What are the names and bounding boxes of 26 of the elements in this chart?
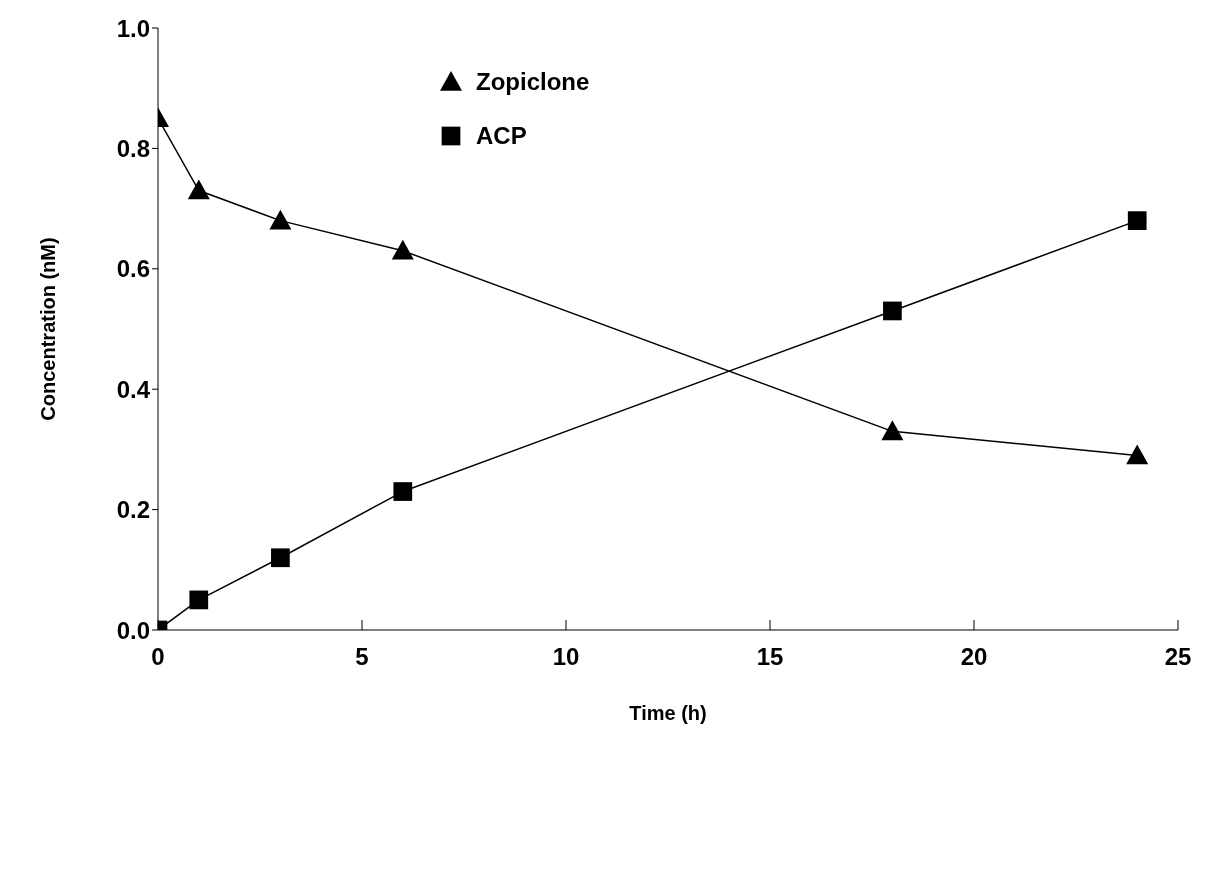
x-tick-label: 10 bbox=[552, 643, 580, 671]
point bbox=[271, 548, 290, 568]
x-axis-title: Time (h) bbox=[629, 702, 707, 724]
y-tick-label: 1.0 bbox=[116, 14, 150, 42]
y-tick-label: 0.2 bbox=[116, 496, 150, 524]
point bbox=[393, 482, 413, 501]
y-tick-label: 0.0 bbox=[116, 616, 150, 644]
y-tick-label: 0.4 bbox=[116, 375, 151, 403]
legend-label: ACP bbox=[476, 122, 527, 150]
point bbox=[883, 301, 902, 321]
point bbox=[391, 239, 414, 260]
y-axis-title: Concentration (nM) bbox=[37, 237, 60, 421]
legend-label: Zopiclone bbox=[476, 68, 590, 96]
point bbox=[1127, 211, 1147, 230]
x-tick-label: 15 bbox=[756, 643, 784, 671]
x-tick-label: 20 bbox=[960, 643, 988, 671]
y-tick-label: 0.8 bbox=[116, 134, 150, 162]
x-tick-label: 25 bbox=[1164, 643, 1192, 671]
point bbox=[189, 590, 209, 610]
x-tick-label: 0 bbox=[151, 643, 165, 671]
point bbox=[187, 179, 210, 200]
point bbox=[1126, 444, 1149, 465]
point bbox=[269, 209, 292, 230]
point bbox=[881, 420, 904, 441]
y-tick-label: 0.6 bbox=[116, 255, 150, 283]
x-tick-label: 5 bbox=[355, 643, 369, 671]
